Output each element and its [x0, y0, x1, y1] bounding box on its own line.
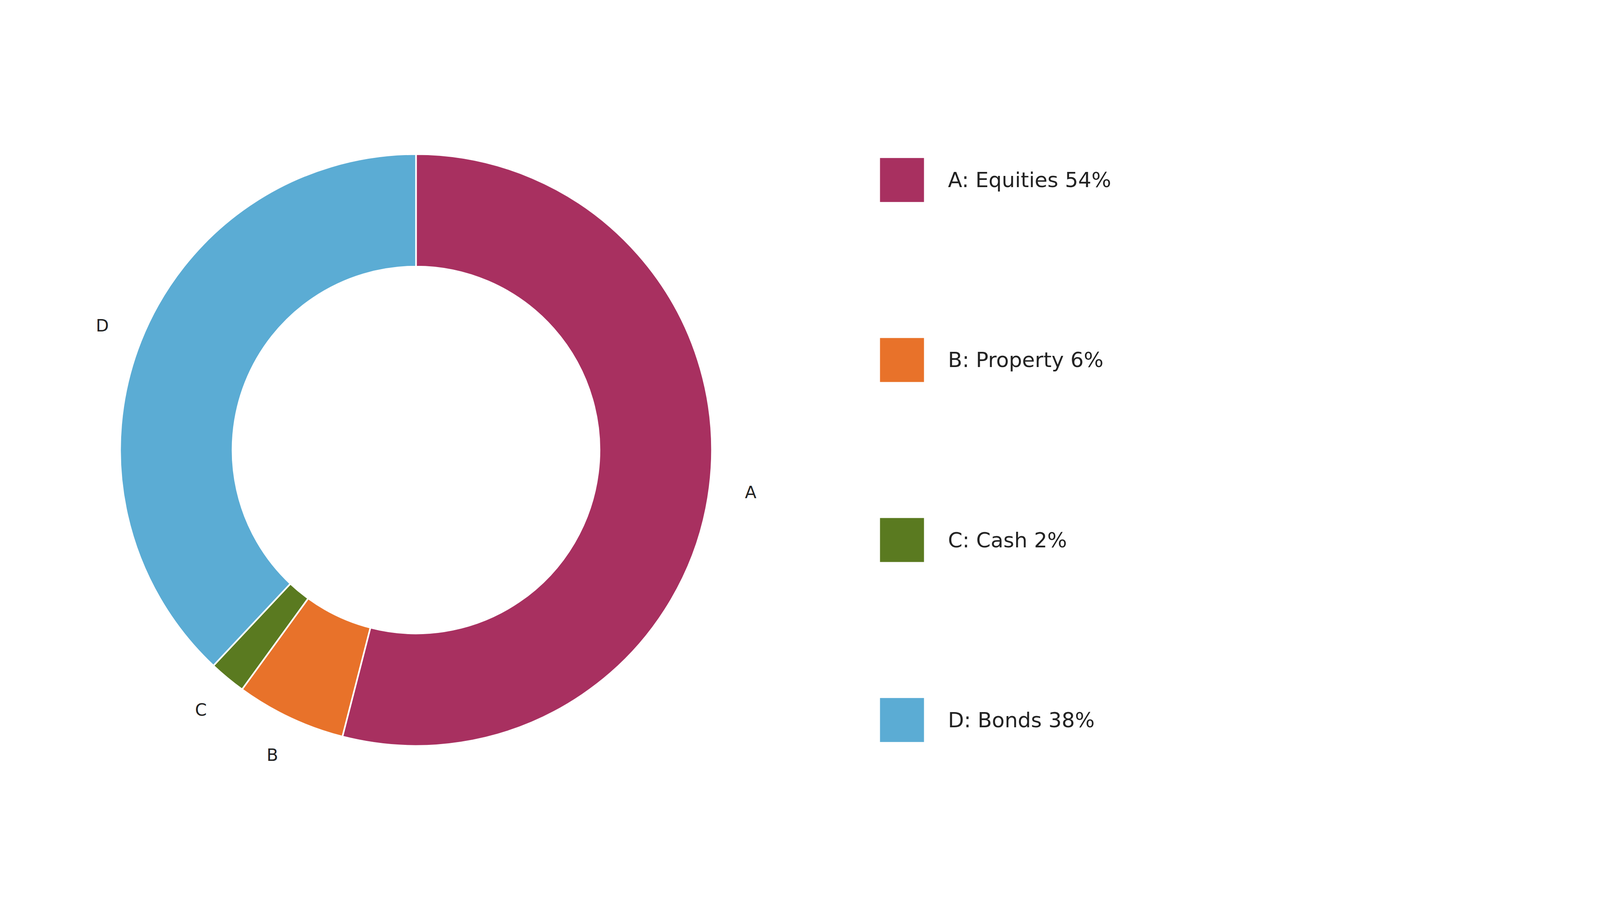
chart-container: A B C D A: Equities 54% B: Property 6% C: Cash… [0, 0, 1600, 900]
wedge-label: D [95, 315, 109, 336]
wedge-labels: A B C D [95, 315, 757, 766]
chart-svg: A B C D A: Equities 54% B: Property 6% C: Cash… [0, 0, 1600, 900]
wedge-label: C [195, 700, 207, 720]
wedges [119, 154, 712, 747]
legend-label: B: Property 6% [948, 347, 1104, 372]
background [0, 0, 1600, 900]
legend-swatch [880, 337, 925, 382]
legend-swatch [880, 518, 925, 563]
legend-label: A: Equities 54% [948, 167, 1112, 192]
wedge-label: A [745, 482, 757, 503]
legend-label: C: Cash 2% [948, 528, 1068, 553]
legend-swatch [880, 157, 925, 202]
wedge [119, 154, 416, 666]
wedge-label: B [266, 745, 279, 766]
legend-label: D: Bonds 38% [948, 708, 1095, 733]
legend-swatch [880, 698, 925, 743]
legend: A: Equities 54% B: Property 6% C: Cash 2% D… [880, 157, 1112, 743]
